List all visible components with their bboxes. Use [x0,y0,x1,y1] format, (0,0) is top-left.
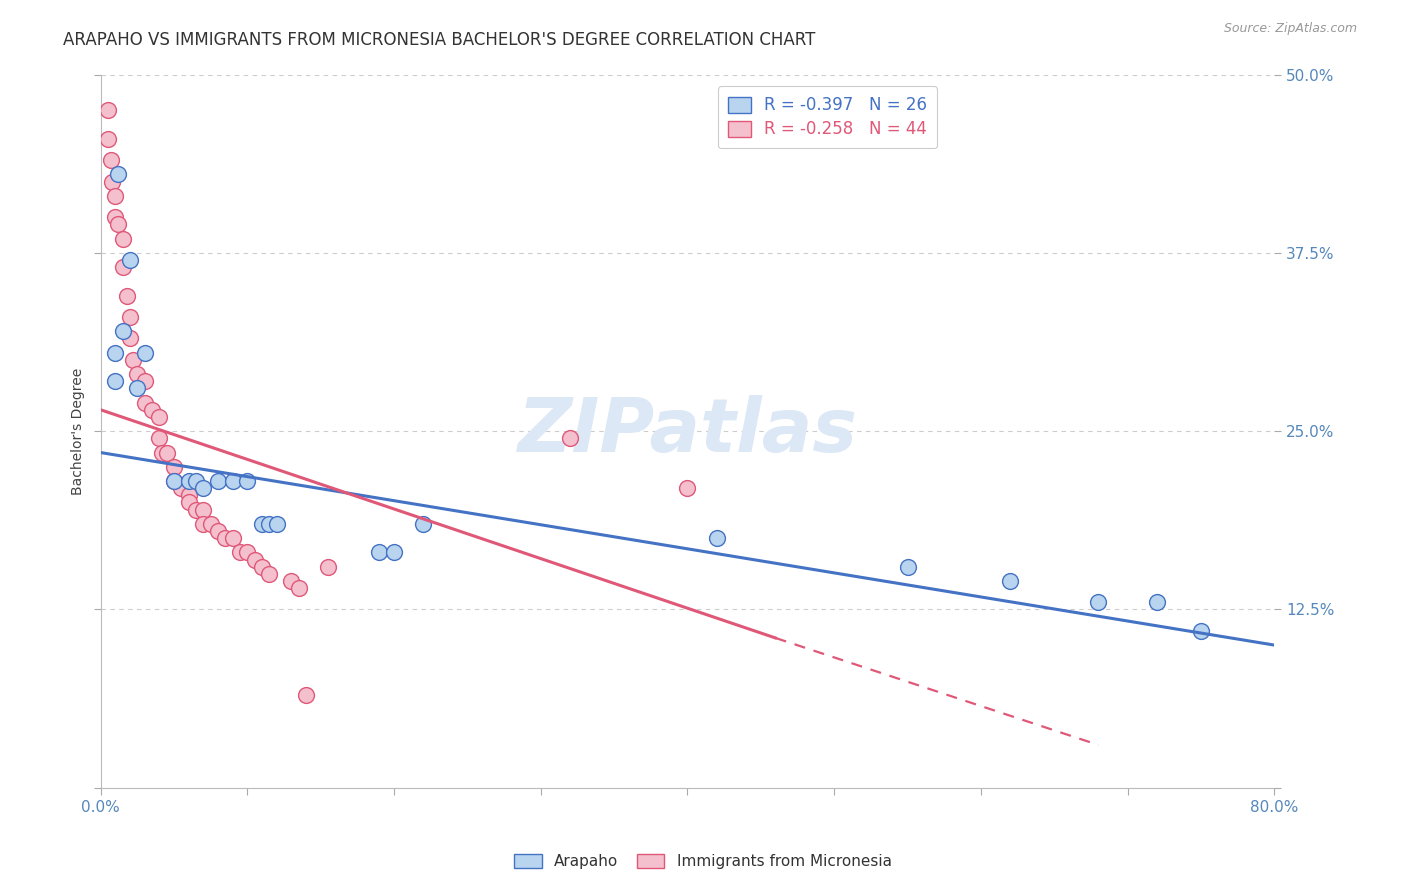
Point [236,474,259,488]
Point [280,574,302,588]
Point [207,474,229,488]
Point [107,167,129,181]
Point [259,516,281,531]
Point [118,252,141,267]
Point [558,431,581,445]
Point [104,345,127,359]
Point [134,395,156,409]
Text: ZIPatlas: ZIPatlas [517,394,858,467]
Point [127,381,149,395]
Point [111,231,134,245]
Point [316,559,339,574]
Point [706,531,728,545]
Point [193,502,215,516]
Point [134,345,156,359]
Point [148,409,170,424]
Point [150,445,173,459]
Point [897,559,920,574]
Point [1087,595,1109,609]
Point [221,474,243,488]
Text: ARAPAHO VS IMMIGRANTS FROM MICRONESIA BACHELOR'S DEGREE CORRELATION CHART: ARAPAHO VS IMMIGRANTS FROM MICRONESIA BA… [63,31,815,49]
Point [1000,574,1022,588]
Point [155,445,177,459]
Y-axis label: Bachelor's Degree: Bachelor's Degree [72,368,86,495]
Point [184,502,207,516]
Point [177,495,200,509]
Point [134,374,156,388]
Point [250,516,273,531]
Legend: Arapaho, Immigrants from Micronesia: Arapaho, Immigrants from Micronesia [509,847,897,875]
Point [382,545,405,559]
Legend: R = -0.397   N = 26, R = -0.258   N = 44: R = -0.397 N = 26, R = -0.258 N = 44 [717,87,938,148]
Point [193,481,215,495]
Point [141,402,163,417]
Point [111,324,134,338]
Point [193,516,215,531]
Point [118,310,141,324]
Point [1189,624,1212,638]
Point [266,516,288,531]
Point [1146,595,1168,609]
Point [177,488,200,502]
Point [118,331,141,345]
Point [97,132,120,146]
Point [104,374,127,388]
Point [236,545,259,559]
Point [101,174,124,188]
Point [148,431,170,445]
Point [287,581,309,595]
Point [104,210,127,224]
Point [368,545,391,559]
Point [163,459,186,474]
Point [214,531,236,545]
Point [127,367,149,381]
Point [104,188,127,202]
Point [100,153,122,167]
Text: Source: ZipAtlas.com: Source: ZipAtlas.com [1223,22,1357,36]
Point [107,217,129,231]
Point [184,474,207,488]
Point [97,103,120,118]
Point [115,288,138,302]
Point [259,566,281,581]
Point [177,474,200,488]
Point [163,474,186,488]
Point [295,688,318,702]
Point [111,260,134,274]
Point [229,545,252,559]
Point [207,524,229,538]
Point [163,474,186,488]
Point [250,559,273,574]
Point [200,516,222,531]
Point [676,481,699,495]
Point [170,481,193,495]
Point [121,352,143,367]
Point [221,531,243,545]
Point [243,552,266,566]
Point [412,516,434,531]
